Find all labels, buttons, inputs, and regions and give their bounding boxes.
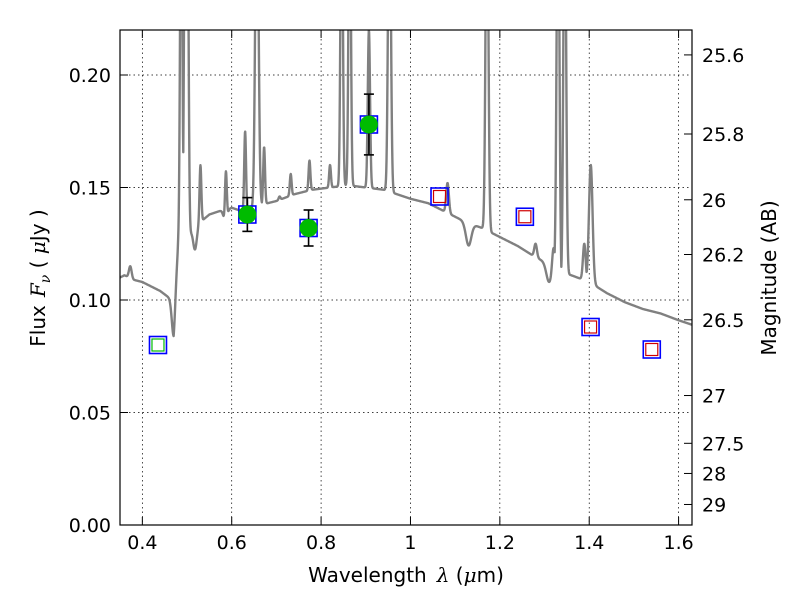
y-tick-label: 0.05 bbox=[69, 403, 111, 425]
x-tick-label: 1.6 bbox=[663, 532, 693, 554]
plot-frame bbox=[119, 29, 693, 526]
y-tick-label: 0.10 bbox=[69, 290, 111, 312]
magnitude-tick-label: 27 bbox=[702, 386, 726, 408]
model-photometry-box-5 bbox=[515, 207, 535, 227]
red-open-square-3 bbox=[645, 342, 659, 357]
magnitude-tick-label: 28 bbox=[702, 463, 726, 485]
x-tick-label: 0.8 bbox=[306, 532, 336, 554]
magnitude-tick-label: 29 bbox=[702, 494, 726, 516]
magnitude-tick-labels: 25.6 25.8 26 26.2 26.5 27 27.5 28 29 bbox=[702, 45, 744, 517]
photometry-markers bbox=[148, 93, 662, 359]
y-tick-label: 0.00 bbox=[69, 515, 111, 537]
x-axis-label: Wavelength λ (μm) bbox=[308, 563, 504, 587]
magnitude-tick-label: 27.5 bbox=[702, 433, 744, 455]
red-open-square-1 bbox=[518, 210, 532, 224]
magnitude-tick-label: 26 bbox=[702, 190, 726, 212]
detection-point-1 bbox=[299, 219, 318, 237]
model-photometry-box-7 bbox=[642, 340, 662, 359]
detection-point-0 bbox=[238, 205, 257, 224]
y-axis-label: FluxFν ( μJy ) bbox=[26, 209, 54, 346]
magnitude-tick-label: 25.6 bbox=[702, 45, 744, 67]
green-open-square-0 bbox=[151, 338, 165, 352]
x-tick-label: 0.6 bbox=[217, 532, 247, 554]
x-tick-label: 1.4 bbox=[574, 532, 604, 554]
y-tick-label: 0.20 bbox=[69, 65, 111, 87]
right-axis-label: Magnitude (AB) bbox=[757, 200, 781, 355]
axis-ticks bbox=[120, 30, 692, 526]
model-spectrum-line bbox=[120, 30, 692, 338]
magnitude-tick-label: 26.2 bbox=[702, 244, 744, 266]
y-tick-labels: 0.00 0.05 0.10 0.15 0.20 bbox=[69, 65, 111, 537]
x-tick-label: 0.4 bbox=[127, 532, 157, 554]
magnitude-tick-label: 25.8 bbox=[702, 124, 744, 146]
y-tick-label: 0.15 bbox=[69, 178, 111, 200]
model-photometry-box-6 bbox=[581, 317, 600, 337]
detection-point-2 bbox=[359, 115, 378, 134]
x-tick-label: 1 bbox=[404, 532, 416, 554]
model-photometry-box-0 bbox=[148, 335, 168, 355]
model-photometry-box-4 bbox=[430, 187, 449, 206]
red-open-square-2 bbox=[583, 320, 598, 334]
red-open-square-0 bbox=[432, 189, 447, 204]
grid-lines bbox=[120, 30, 692, 526]
magnitude-tick-label: 26.5 bbox=[702, 310, 744, 332]
x-tick-label: 1.2 bbox=[485, 532, 515, 554]
x-tick-labels: 0.4 0.6 0.8 1 1.2 1.4 1.6 bbox=[127, 532, 693, 554]
